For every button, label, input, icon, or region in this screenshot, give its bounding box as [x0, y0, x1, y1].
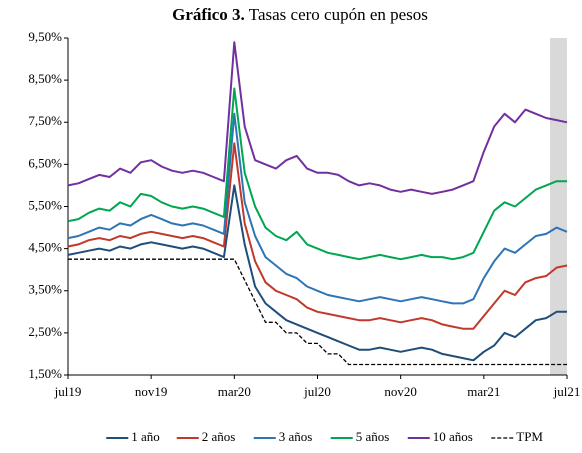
- x-tick-label: jul19: [54, 384, 82, 399]
- x-tick-label: mar20: [218, 384, 251, 399]
- y-tick-label: 8,50%: [28, 71, 62, 86]
- chart-title-label: Gráfico 3.: [172, 5, 245, 24]
- x-tick-label: nov19: [135, 384, 168, 399]
- y-tick-label: 2,50%: [28, 324, 62, 339]
- legend-label: 10 años: [433, 429, 473, 444]
- chart-title-group: Gráfico 3. Tasas cero cupón en pesos: [172, 5, 428, 24]
- y-tick-label: 5,50%: [28, 197, 62, 212]
- legend-label: 1 año: [131, 429, 160, 444]
- series-line: [67, 112, 568, 305]
- y-tick-label: 1,50%: [28, 366, 62, 381]
- y-tick-label: 6,50%: [28, 155, 62, 170]
- y-tick-label: 9,50%: [28, 29, 62, 44]
- series-line: [67, 87, 567, 261]
- legend-label: 5 años: [356, 429, 390, 444]
- chart-title: Tasas cero cupón en pesos: [249, 5, 428, 24]
- x-tick-label: jul20: [303, 384, 331, 399]
- x-tick-label: mar21: [467, 384, 500, 399]
- y-tick-label: 4,50%: [28, 240, 62, 255]
- series-line: [67, 184, 567, 362]
- legend-label: 3 años: [279, 429, 313, 444]
- y-tick-label: 3,50%: [28, 282, 62, 297]
- series-line: [68, 258, 567, 366]
- y-tick-label: 7,50%: [28, 113, 62, 128]
- series-line: [67, 142, 568, 330]
- x-tick-label: jul21: [553, 384, 581, 399]
- legend-label: 2 años: [202, 429, 236, 444]
- shaded-period: [550, 38, 567, 375]
- legend-label: TPM: [516, 429, 543, 444]
- x-tick-label: nov20: [384, 384, 417, 399]
- series-line: [67, 41, 568, 195]
